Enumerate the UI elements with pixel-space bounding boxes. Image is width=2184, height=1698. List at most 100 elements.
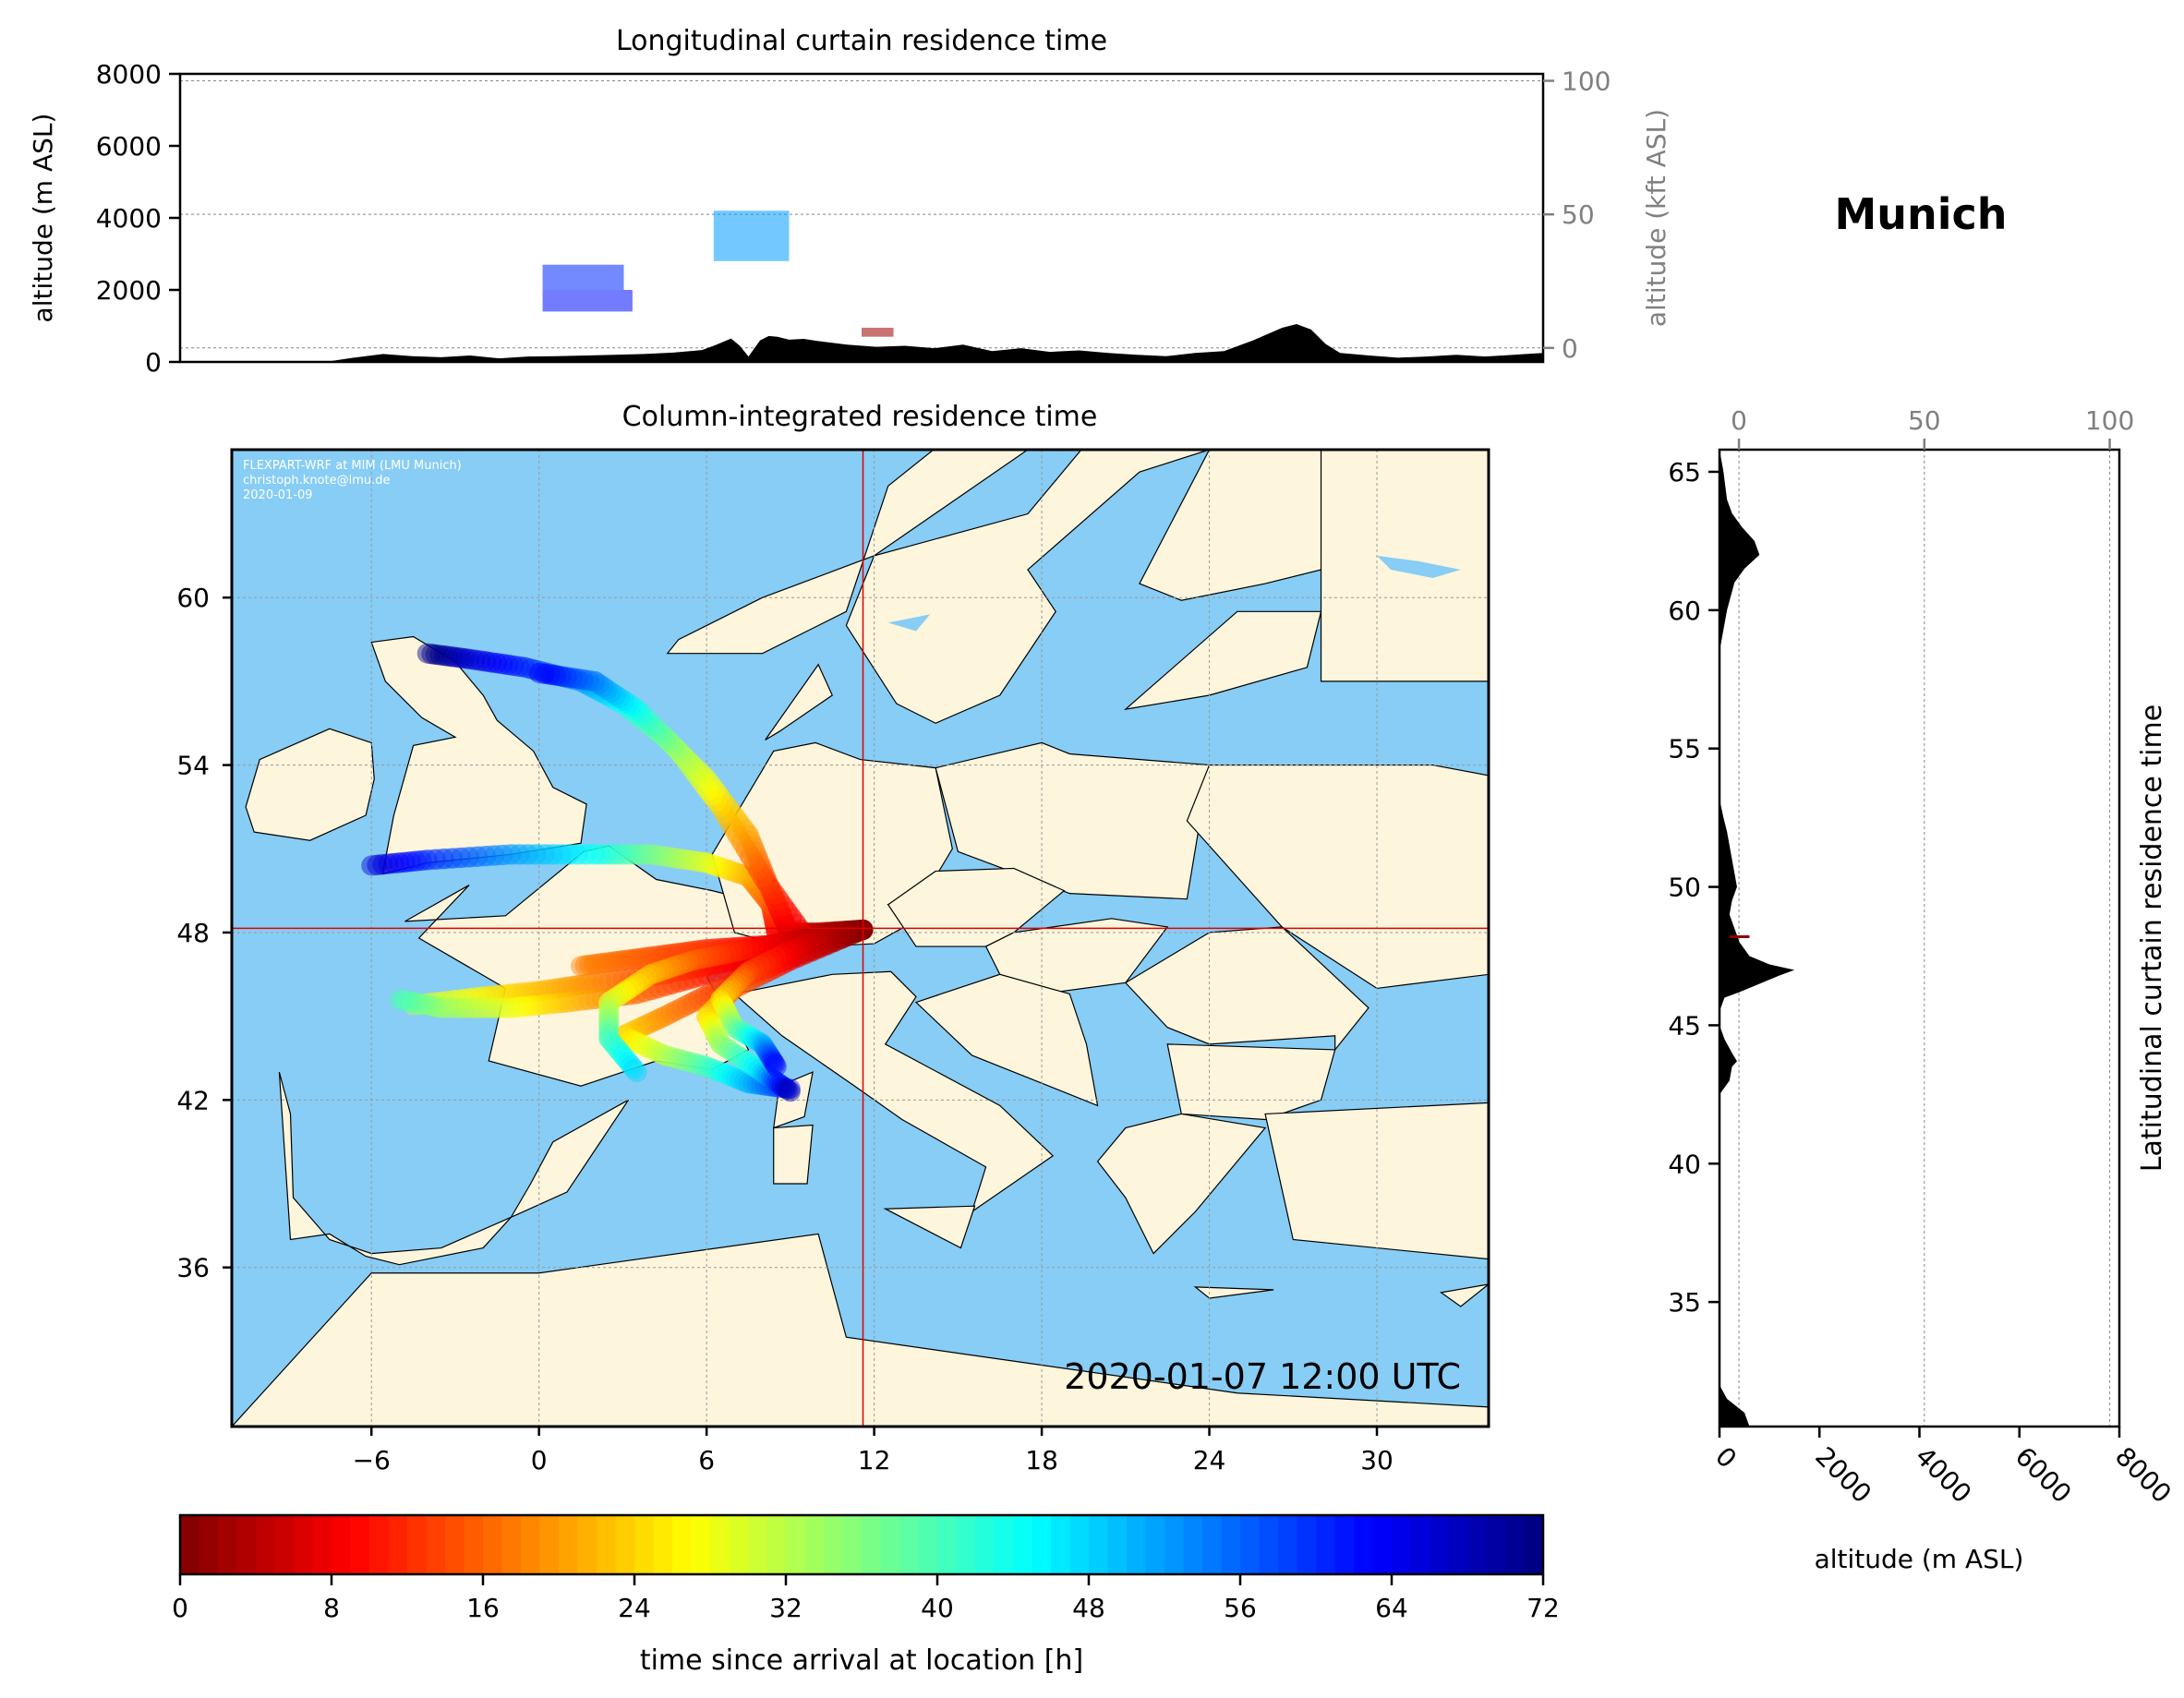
map-trajectory-segment — [608, 950, 633, 971]
map-trajectory-segment — [760, 1047, 783, 1070]
map-trajectory-segment — [721, 954, 751, 978]
colorbar-ticks: 0 8 16 24 32 40 48 56 64 72 — [172, 1574, 1560, 1623]
map-trajectory-segment — [696, 961, 726, 985]
colorbar-cell — [1089, 1515, 1109, 1574]
map-trajectory-segment — [740, 845, 765, 873]
map-trajectory-segment — [700, 1014, 723, 1038]
map-trajectory-segment — [827, 923, 852, 945]
map-trajectory-segment — [821, 928, 851, 953]
column-map-panel: Column-integrated residence time −6 0 6 12 1… — [176, 401, 1490, 1475]
map-trajectory-segment — [599, 951, 625, 972]
longitudinal-plume-band — [542, 290, 633, 312]
map-trajectory-segment — [779, 933, 805, 955]
map-trajectory-segment — [585, 670, 609, 694]
map-trajectory-segment — [773, 896, 798, 922]
map-trajectory-segment — [642, 945, 667, 967]
map-trajectory-segment — [724, 975, 751, 999]
map-trajectory-segment — [665, 997, 692, 1021]
map-trajectory-segment — [629, 947, 655, 969]
map-trajectory-segment — [642, 1009, 667, 1032]
map-trajectory-segment — [640, 844, 667, 866]
map-trajectory-segment — [823, 924, 851, 947]
longitudinal-ytick-label: 8000 — [96, 59, 162, 90]
colorbar-tick-label: 0 — [172, 1593, 188, 1623]
map-trajectory-segment — [707, 992, 731, 1016]
map-trajectory-segment — [749, 852, 773, 879]
map-trajectory-segment — [763, 1069, 787, 1092]
map-trajectory-segment — [847, 919, 874, 941]
colorbar-cell — [634, 1515, 655, 1574]
colorbar-tick-label: 48 — [1072, 1593, 1105, 1623]
map-trajectory-segment — [587, 953, 612, 974]
map-trajectory-segment — [767, 1077, 792, 1099]
credit-line-2: christoph.knote@lmu.de — [243, 474, 391, 488]
map-trajectory-segment — [637, 1037, 663, 1060]
map-trajectory-segment — [759, 1044, 781, 1068]
colorbar-cell — [1259, 1515, 1279, 1574]
map-trajectory-segment — [717, 796, 742, 823]
map-trajectory-segment — [749, 880, 773, 904]
map-trajectory-segment — [405, 993, 431, 1015]
map-trajectory-segment — [794, 927, 821, 948]
map-trajectory-segment — [824, 921, 851, 943]
map-trajectory-segment — [702, 997, 726, 1021]
map-trajectory-segment — [743, 956, 770, 980]
map-trajectory-segment — [719, 1008, 742, 1032]
map-trajectory-segment — [708, 1030, 731, 1054]
map-trajectory-segment — [797, 929, 822, 951]
map-land-polygon — [733, 970, 1055, 1213]
colorbar-cell — [653, 1515, 673, 1574]
map-trajectory-segment — [760, 878, 786, 905]
map-xtick-label: 18 — [1025, 1445, 1058, 1475]
map-trajectory-segment — [703, 953, 731, 975]
map-trajectory-segment — [571, 670, 596, 694]
map-trajectory-segment — [633, 966, 661, 988]
map-trajectory-segment — [662, 847, 689, 869]
map-trajectory-segment — [830, 921, 859, 942]
map-trajectory-segment — [779, 936, 808, 960]
map-trajectory-segment — [764, 889, 788, 915]
colorbar-cell — [899, 1515, 920, 1574]
colorbar-cell — [332, 1515, 352, 1574]
map-trajectory-segment — [708, 856, 734, 879]
map-trajectory-segment — [699, 945, 726, 968]
map-trajectory-segment — [817, 924, 843, 946]
map-trajectory-segment — [771, 1075, 795, 1099]
map-trajectory-segment — [730, 1047, 756, 1072]
map-trajectory-segment — [585, 987, 612, 1009]
map-trajectory-segment — [752, 961, 778, 985]
latitudinal-top-xtick-label: 50 — [1908, 405, 1941, 436]
colorbar-cell — [1164, 1515, 1185, 1574]
map-trajectory-segment — [838, 921, 866, 945]
map-trajectory-segment — [754, 1075, 780, 1097]
map-trajectory-segment — [730, 863, 754, 885]
map-trajectory-segment — [616, 696, 642, 721]
map-trajectory-segment — [788, 928, 815, 950]
map-trajectory-segment — [741, 1027, 765, 1050]
map-trajectory-segment — [616, 1021, 642, 1044]
map-trajectory-segment — [794, 923, 823, 945]
map-trajectory-segment — [696, 954, 724, 977]
map-trajectory-segment — [756, 872, 781, 899]
map-land-polygon — [1440, 1283, 1489, 1307]
map-trajectory-segment — [766, 932, 792, 955]
map-trajectory-segment — [454, 648, 480, 669]
map-trajectory-segment — [675, 748, 701, 773]
map-trajectory-segment — [730, 951, 759, 975]
map-trajectory-segment — [484, 844, 513, 866]
map-trajectory-segment — [754, 1064, 778, 1087]
map-trajectory-segment — [837, 922, 866, 946]
map-trajectory-segment — [680, 752, 705, 777]
map-ytick-label: 42 — [176, 1085, 210, 1115]
map-trajectory-segment — [718, 811, 743, 838]
colorbar-cell — [1354, 1515, 1374, 1574]
map-trajectory-segment — [604, 1035, 628, 1059]
longitudinal-right-ytick-label: 50 — [1562, 199, 1595, 230]
map-trajectory-segment — [790, 919, 815, 945]
map-land-polygon — [666, 450, 1029, 655]
latitudinal-gridlines — [1738, 450, 2111, 1427]
map-trajectory-segment — [571, 989, 598, 1011]
credit-line-1: FLEXPART-WRF at MIM (LMU Munich) — [243, 459, 462, 473]
map-trajectory-segment — [782, 929, 809, 951]
map-trajectory-segment — [802, 937, 830, 962]
